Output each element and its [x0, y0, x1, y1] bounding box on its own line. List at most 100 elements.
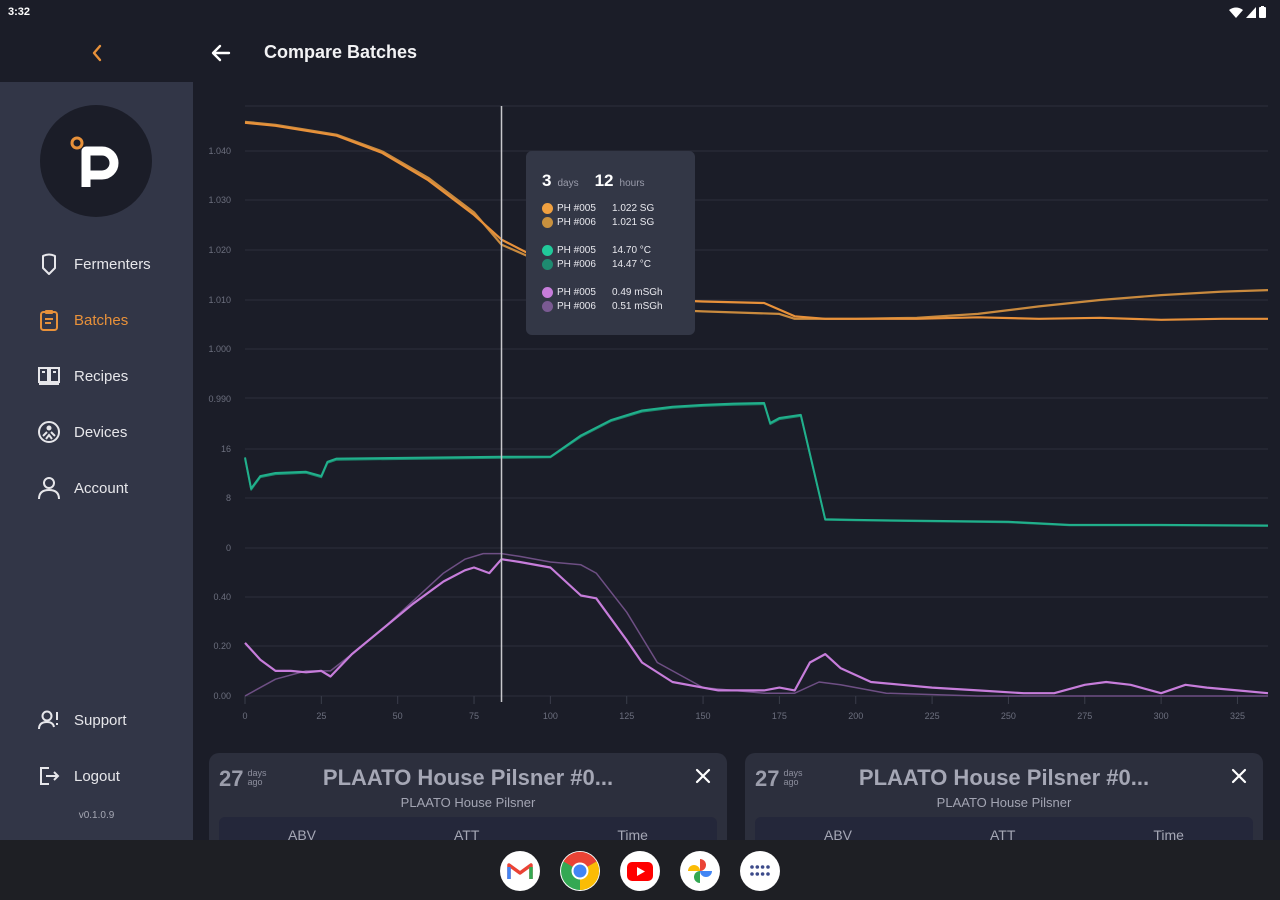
- tooltip-series-value: 1.022 SG: [612, 202, 655, 214]
- dock-gmail[interactable]: [500, 851, 540, 891]
- x-tick-label: 25: [316, 711, 326, 721]
- dock-youtube[interactable]: [620, 851, 660, 891]
- age-unit-days: days: [247, 768, 267, 778]
- x-tick-label: 300: [1154, 711, 1169, 721]
- close-icon: [695, 768, 711, 784]
- person-icon: [38, 477, 60, 500]
- clipboard-icon: [40, 310, 58, 331]
- chart-tooltip: 3 days 12 hours PH #005 1.022 SG PH #006 1.…: [526, 151, 695, 335]
- y-tick-label: 1.000: [208, 344, 231, 354]
- sidebar-item-support[interactable]: Support: [36, 704, 127, 736]
- remove-batch-button[interactable]: [693, 766, 713, 786]
- stat-time-label: Time: [617, 827, 648, 840]
- device-icon: [38, 421, 60, 443]
- sidebar-item-account[interactable]: Account: [36, 472, 128, 504]
- signal-icon: [1246, 6, 1256, 18]
- tooltip-series-value: 0.49 mSGh: [612, 286, 663, 298]
- youtube-icon: [627, 861, 653, 881]
- dock-chrome[interactable]: [560, 851, 600, 891]
- app-version: v0.1.0.9: [78, 810, 115, 821]
- x-tick-label: 200: [848, 711, 863, 721]
- tooltip-series-value: 14.70 °C: [612, 244, 652, 256]
- series-color-dot: [542, 258, 553, 270]
- tooltip-series-name: PH #006: [557, 258, 596, 270]
- batch-card[interactable]: 27 days ago PLAATO House Pilsner #0... PL…: [209, 753, 727, 840]
- age-unit-days: days: [783, 768, 803, 778]
- batch-stats: ABV ATT Time: [755, 817, 1253, 840]
- sidebar-item-label: Batches: [74, 311, 129, 329]
- series-color-dot: [542, 244, 553, 256]
- status-time: 3:32: [8, 6, 31, 18]
- chrome-icon: [561, 851, 600, 891]
- dock-app-drawer[interactable]: [740, 851, 780, 891]
- dock-photos[interactable]: [680, 851, 720, 891]
- age-unit-ago: ago: [783, 777, 799, 787]
- close-icon: [1231, 768, 1247, 784]
- tooltip-series-value: 0.51 mSGh: [612, 300, 663, 312]
- x-tick-label: 175: [772, 711, 787, 721]
- tooltip-series-name: PH #006: [557, 300, 596, 312]
- y-tick-label: 1.010: [208, 295, 231, 305]
- series-line-gravity-ph005: [244, 121, 1268, 321]
- y-tick-label: 1.040: [208, 146, 231, 156]
- tooltip-series-name: PH #005: [557, 286, 596, 298]
- batch-title: PLAATO House Pilsner #0...: [858, 765, 1150, 790]
- sidebar-item-recipes[interactable]: Recipes: [36, 360, 128, 392]
- x-tick-label: 0: [242, 711, 247, 721]
- tooltip-days-unit: days: [557, 178, 579, 189]
- remove-batch-button[interactable]: [1229, 766, 1249, 786]
- tooltip-row: PH #005 1.022 SG: [542, 201, 695, 215]
- batch-age-unit: days ago: [247, 769, 266, 787]
- stat-abv-label: ABV: [287, 827, 316, 840]
- series-color-dot: [542, 286, 553, 298]
- tooltip-days: 3: [542, 171, 552, 190]
- series-line-activity-ph005: [244, 558, 1269, 695]
- x-tick-label: 75: [469, 711, 479, 721]
- back-button[interactable]: [206, 38, 236, 68]
- series-color-dot: [542, 202, 553, 214]
- support-icon: [38, 710, 58, 730]
- batch-recipe: PLAATO House Pilsner: [936, 795, 1072, 810]
- main-content: 0.990 1.000 1.010 1.020 1.030 1.040 0 8 16 0.00 0.…: [193, 82, 1280, 840]
- series-line-temperature-ph006: [244, 403, 1269, 527]
- stat-att-label: ATT: [453, 827, 480, 840]
- shield-icon: [42, 253, 56, 275]
- wifi-icon: [1229, 7, 1243, 18]
- status-bar: 3:32: [0, 0, 1280, 26]
- series-line-activity-ph006: [244, 552, 1268, 697]
- series-color-dot: [542, 216, 553, 228]
- photos-icon: [688, 859, 712, 883]
- stat-time-label: Time: [1153, 827, 1184, 840]
- stat-abv-label: ABV: [823, 827, 852, 840]
- y-tick-label: 0.00: [213, 691, 231, 701]
- tooltip-hours-unit: hours: [619, 178, 645, 189]
- series-line-gravity-ph006: [244, 120, 1269, 320]
- tooltip-groups: PH #005 1.022 SG PH #006 1.021 SG PH #005 14.…: [542, 201, 695, 313]
- sidebar-item-devices[interactable]: Devices: [36, 416, 127, 448]
- batch-stats: ABV ATT Time: [219, 817, 717, 840]
- batch-age: 27 days ago: [219, 766, 267, 792]
- x-tick-label: 250: [1001, 711, 1016, 721]
- sidebar-item-batches[interactable]: Batches: [36, 304, 128, 336]
- logout-icon: [40, 767, 60, 785]
- batch-age-number: 27: [755, 766, 780, 791]
- tooltip-row: PH #005 14.70 °C: [542, 243, 695, 257]
- tooltip-row: PH #006 1.021 SG: [542, 215, 695, 229]
- y-tick-label: 0: [226, 543, 231, 553]
- tooltip-row: PH #006 14.47 °C: [542, 257, 695, 271]
- x-tick-label: 150: [696, 711, 711, 721]
- comparison-chart[interactable]: 0.990 1.000 1.010 1.020 1.030 1.040 0 8 16 0.00 0.…: [193, 82, 1280, 722]
- collapse-sidebar-button[interactable]: [84, 38, 110, 68]
- tooltip-row: PH #006 0.51 mSGh: [542, 299, 695, 313]
- x-tick-label: 275: [1077, 711, 1092, 721]
- batch-title: PLAATO House Pilsner #0...: [322, 765, 614, 790]
- series-color-dot: [542, 300, 553, 312]
- chevron-left-icon: [92, 44, 102, 62]
- y-tick-label: 0.40: [213, 592, 231, 602]
- gmail-icon: [507, 863, 533, 879]
- batch-card[interactable]: 27 days ago PLAATO House Pilsner #0... PL…: [745, 753, 1263, 840]
- y-tick-label: 1.020: [208, 245, 231, 255]
- sidebar-item-fermenters[interactable]: Fermenters: [36, 248, 151, 280]
- sidebar-item-logout[interactable]: Logout: [36, 760, 120, 792]
- sidebar-item-label: Support: [74, 711, 127, 729]
